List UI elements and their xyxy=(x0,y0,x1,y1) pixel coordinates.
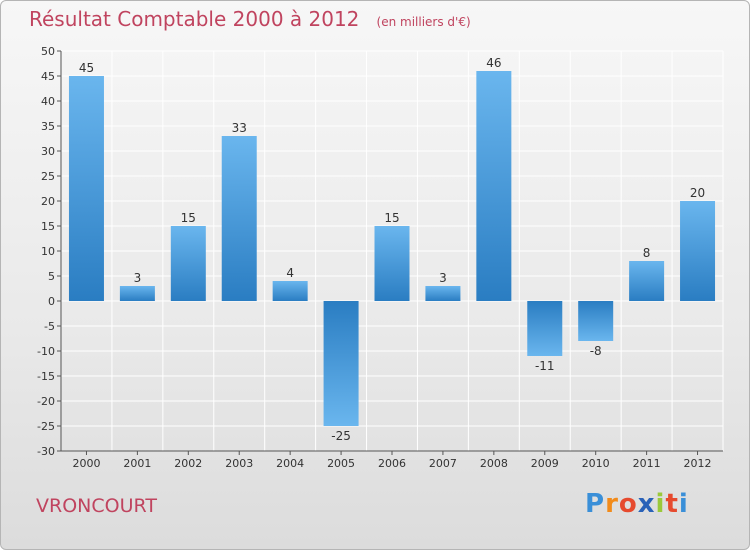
bar-2002 xyxy=(170,226,206,301)
x-tick-label: 2012 xyxy=(684,457,712,470)
y-tick-label: 5 xyxy=(48,270,55,283)
logo-letter: i xyxy=(678,489,689,519)
x-tick-label: 2010 xyxy=(582,457,610,470)
x-tick-label: 2004 xyxy=(276,457,304,470)
y-tick-label: 35 xyxy=(41,120,55,133)
data-label-2005: -25 xyxy=(331,429,351,443)
bar-2003 xyxy=(221,136,257,301)
bar-2011 xyxy=(629,261,665,301)
x-tick-label: 2005 xyxy=(327,457,355,470)
x-tick-label: 2002 xyxy=(174,457,202,470)
x-tick-label: 2008 xyxy=(480,457,508,470)
data-label-2001: 3 xyxy=(134,271,142,285)
x-tick-label: 2003 xyxy=(225,457,253,470)
bar-2012 xyxy=(680,201,716,301)
bar-2004 xyxy=(272,281,308,301)
y-tick-label: 45 xyxy=(41,70,55,83)
data-labels: 45 3 15 33 4 -25 15 3 46 -11 -8 8 20 xyxy=(79,56,705,443)
bar-2009 xyxy=(527,301,563,356)
y-tick-label: 40 xyxy=(41,95,55,108)
y-tick-label: 25 xyxy=(41,170,55,183)
data-label-2009: -11 xyxy=(535,359,555,373)
x-tick-label: 2001 xyxy=(123,457,151,470)
chart-title-unit: (en milliers d'€) xyxy=(376,15,471,29)
data-label-2007: 3 xyxy=(439,271,447,285)
logo-letter: o xyxy=(618,489,638,519)
bar-2010 xyxy=(578,301,614,341)
data-label-2003: 33 xyxy=(232,121,247,135)
x-axis-ticks: 2000 2001 2002 2003 2004 2005 2006 2007 2008 2009… xyxy=(72,451,712,470)
logo-letter: x xyxy=(637,489,656,519)
bar-2007 xyxy=(425,286,461,301)
chart-title: Résultat Comptable 2000 à 2012 (en milli… xyxy=(29,7,471,31)
chart-title-main: Résultat Comptable 2000 à 2012 xyxy=(29,7,360,31)
logo-letter: P xyxy=(585,489,606,519)
y-tick-label: -15 xyxy=(37,370,55,383)
x-tick-label: 2011 xyxy=(633,457,661,470)
x-tick-label: 2000 xyxy=(72,457,100,470)
bar-2005 xyxy=(323,301,359,426)
y-tick-label: 10 xyxy=(41,245,55,258)
y-tick-label: -20 xyxy=(37,395,55,408)
data-label-2012: 20 xyxy=(690,186,705,200)
bar-2008 xyxy=(476,71,512,301)
logo-letter: r xyxy=(605,489,619,519)
proxiti-logo: Proxiti xyxy=(585,489,689,519)
y-tick-label: 20 xyxy=(41,195,55,208)
bar-2006 xyxy=(374,226,410,301)
data-label-2002: 15 xyxy=(181,211,196,225)
city-name: VRONCOURT xyxy=(36,495,157,517)
bar-2000 xyxy=(68,76,104,301)
data-label-2008: 46 xyxy=(486,56,501,70)
logo-letter: t xyxy=(665,489,679,519)
data-label-2011: 8 xyxy=(643,246,651,260)
y-tick-label: -5 xyxy=(44,320,55,333)
x-tick-label: 2009 xyxy=(531,457,559,470)
bar-2001 xyxy=(119,286,155,301)
y-tick-label: 50 xyxy=(41,45,55,58)
x-tick-label: 2007 xyxy=(429,457,457,470)
data-label-2004: 4 xyxy=(286,266,294,280)
y-tick-label: 0 xyxy=(48,295,55,308)
y-tick-label: -10 xyxy=(37,345,55,358)
x-tick-label: 2006 xyxy=(378,457,406,470)
bars xyxy=(68,71,716,426)
y-tick-label: -30 xyxy=(37,445,55,458)
data-label-2010: -8 xyxy=(590,344,602,358)
data-label-2000: 45 xyxy=(79,61,94,75)
y-tick-label: -25 xyxy=(37,420,55,433)
logo-letter: i xyxy=(655,489,666,519)
y-tick-label: 15 xyxy=(41,220,55,233)
y-tick-label: 30 xyxy=(41,145,55,158)
data-label-2006: 15 xyxy=(384,211,399,225)
